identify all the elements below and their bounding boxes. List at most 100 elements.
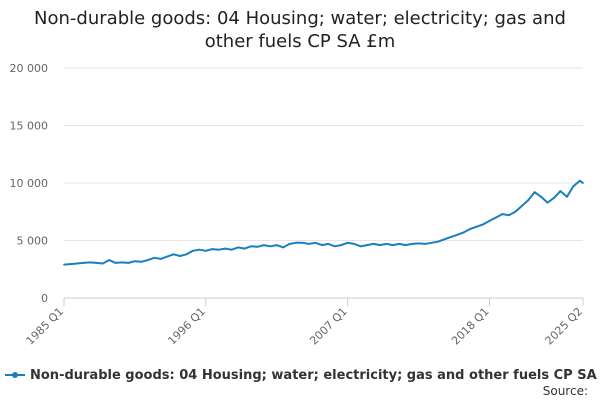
data-point[interactable] <box>198 248 201 251</box>
data-point[interactable] <box>192 249 194 252</box>
x-axis: 1985 Q1 1996 Q1 2007 Q1 2018 Q1 2025 Q2 <box>24 297 585 348</box>
data-point[interactable] <box>391 244 394 247</box>
chart-title-line-1: Non-durable goods: 04 Housing; water; el… <box>34 8 566 29</box>
legend-swatch-marker <box>12 372 18 378</box>
data-point[interactable] <box>327 243 330 245</box>
data-point[interactable] <box>495 216 497 219</box>
data-point[interactable] <box>295 241 297 244</box>
data-point[interactable] <box>443 238 446 241</box>
data-point[interactable] <box>204 249 207 252</box>
data-point[interactable] <box>559 190 562 193</box>
y-tick-label: 0 <box>41 292 48 305</box>
data-point[interactable] <box>501 213 504 216</box>
data-point[interactable] <box>146 259 149 261</box>
data-point[interactable] <box>76 262 78 265</box>
data-point[interactable] <box>546 201 549 204</box>
data-point[interactable] <box>211 248 214 251</box>
data-point[interactable] <box>263 244 265 247</box>
data-point[interactable] <box>127 262 130 264</box>
data-point[interactable] <box>372 243 375 245</box>
data-point[interactable] <box>243 247 246 250</box>
series-line[interactable] <box>63 179 584 266</box>
data-point[interactable] <box>385 243 388 245</box>
data-point[interactable] <box>359 245 362 248</box>
data-point[interactable] <box>108 259 110 261</box>
chart-title-line-2: other fuels CP SA £m <box>205 31 396 52</box>
data-point[interactable] <box>578 179 581 182</box>
data-point[interactable] <box>288 243 291 245</box>
data-point[interactable] <box>353 243 355 245</box>
data-point[interactable] <box>88 261 91 264</box>
data-point[interactable] <box>185 253 188 256</box>
data-point[interactable] <box>553 197 555 199</box>
data-point[interactable] <box>533 191 536 194</box>
data-point[interactable] <box>572 185 575 188</box>
data-point[interactable] <box>346 241 349 244</box>
data-point[interactable] <box>121 261 123 264</box>
data-point[interactable] <box>314 241 317 244</box>
data-point[interactable] <box>159 258 162 260</box>
data-point[interactable] <box>379 244 381 247</box>
data-point[interactable] <box>101 262 104 265</box>
x-tick-label: 1985 Q1 <box>24 305 67 348</box>
data-point[interactable] <box>134 260 136 263</box>
data-point[interactable] <box>321 244 323 247</box>
data-point[interactable] <box>308 243 310 245</box>
y-tick-label: 15 000 <box>10 120 49 133</box>
source-label: Source: <box>543 384 588 398</box>
data-point[interactable] <box>437 240 439 243</box>
data-point[interactable] <box>520 205 523 207</box>
data-point[interactable] <box>172 253 175 256</box>
data-point[interactable] <box>301 241 304 244</box>
y-tick-label: 20 000 <box>10 62 49 75</box>
data-point[interactable] <box>366 244 368 247</box>
data-point[interactable] <box>217 248 220 251</box>
data-point[interactable] <box>449 236 452 239</box>
data-point[interactable] <box>411 243 413 245</box>
data-point[interactable] <box>456 233 459 236</box>
data-point[interactable] <box>237 246 240 249</box>
data-point[interactable] <box>424 243 426 245</box>
data-point[interactable] <box>566 195 568 198</box>
data-point[interactable] <box>224 247 227 250</box>
data-point[interactable] <box>230 248 233 251</box>
data-point[interactable] <box>475 225 478 228</box>
data-point[interactable] <box>153 256 156 259</box>
data-point[interactable] <box>540 195 542 198</box>
data-point[interactable] <box>250 245 252 248</box>
data-point[interactable] <box>269 245 272 248</box>
legend-label: Non-durable goods: 04 Housing; water; el… <box>30 368 600 383</box>
legend[interactable]: Non-durable goods: 04 Housing; water; el… <box>5 368 600 383</box>
data-point[interactable] <box>256 245 259 248</box>
data-point[interactable] <box>179 255 181 257</box>
data-point[interactable] <box>63 263 65 266</box>
series-layer <box>63 179 584 266</box>
data-point[interactable] <box>114 262 117 264</box>
data-point[interactable] <box>527 199 530 202</box>
data-point[interactable] <box>282 246 285 249</box>
data-point[interactable] <box>69 263 72 265</box>
data-point[interactable] <box>469 228 472 230</box>
data-point[interactable] <box>488 220 491 222</box>
data-point[interactable] <box>514 210 517 213</box>
x-tick-label: 2018 Q1 <box>449 305 492 348</box>
data-point[interactable] <box>582 182 584 184</box>
data-point[interactable] <box>82 262 85 264</box>
y-tick-label: 5 000 <box>17 235 49 248</box>
data-point[interactable] <box>166 255 169 258</box>
data-point[interactable] <box>417 242 420 245</box>
data-point[interactable] <box>430 241 433 244</box>
data-point[interactable] <box>275 244 278 247</box>
data-point[interactable] <box>95 262 98 264</box>
y-tick-label: 10 000 <box>10 177 49 190</box>
data-point[interactable] <box>340 244 343 247</box>
data-point[interactable] <box>140 260 143 263</box>
x-tick-label: 2007 Q1 <box>307 305 350 348</box>
data-point[interactable] <box>508 214 510 217</box>
data-point[interactable] <box>462 231 465 234</box>
data-point[interactable] <box>333 245 336 248</box>
data-point[interactable] <box>404 244 407 247</box>
data-point[interactable] <box>482 223 484 226</box>
data-point[interactable] <box>398 243 401 245</box>
